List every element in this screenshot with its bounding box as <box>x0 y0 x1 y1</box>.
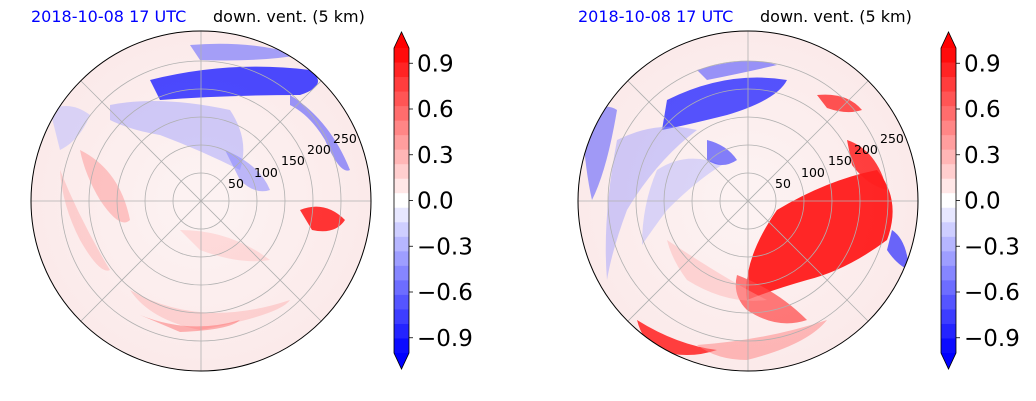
colorbar-tick-label: −0.9 <box>417 326 473 352</box>
colorbar-level <box>394 92 409 107</box>
colorbar-level <box>394 164 409 179</box>
colorbar-extend-min <box>941 353 956 369</box>
colorbar-tick-label: 0.9 <box>417 51 454 77</box>
colorbar-tick-label: −0.6 <box>964 280 1020 306</box>
colorbar-extend-max <box>394 32 409 48</box>
colorbar-level <box>394 77 409 92</box>
colorbar-level <box>941 324 956 339</box>
colorbar-level <box>941 77 956 92</box>
colorbar-level <box>941 338 956 353</box>
colorbar-level <box>941 251 956 266</box>
colorbar-level <box>941 179 956 194</box>
colorbar-tick-label: −0.3 <box>964 234 1020 260</box>
colorbar-level <box>941 266 956 281</box>
colorbar-level <box>394 222 409 237</box>
polar-plot-right: 50 100 150 200 250 0.9 0.6 0.3 0.0 −0.3 −0.6 −… <box>547 0 1036 401</box>
colorbar-level <box>941 164 956 179</box>
colorbar-tick-label: 0.0 <box>964 189 1001 215</box>
ring-label-250: 250 <box>333 131 357 146</box>
colorbar-level <box>394 280 409 295</box>
colorbar-tick-label: −0.9 <box>964 326 1020 352</box>
colorbar-level <box>941 222 956 237</box>
colorbar-level <box>394 266 409 281</box>
colorbar-right: 0.9 0.6 0.3 0.0 −0.3 −0.6 −0.9 <box>941 32 1020 369</box>
colorbar-level <box>941 208 956 223</box>
ring-label-200: 200 <box>307 142 331 157</box>
polar-plot-left: 50 100 150 200 250 0.9 0.6 0.3 0.0 −0.3 −0.6 −… <box>0 0 518 401</box>
ring-label-250: 250 <box>880 131 904 146</box>
ring-label-100: 100 <box>254 165 278 180</box>
colorbar-level <box>941 237 956 252</box>
colorbar-left: 0.9 0.6 0.3 0.0 −0.3 −0.6 −0.9 <box>394 32 473 369</box>
ring-label-150: 150 <box>281 153 305 168</box>
colorbar-level <box>394 63 409 78</box>
colorbar-level <box>941 280 956 295</box>
colorbar-level <box>941 193 956 208</box>
colorbar-tick-label: −0.6 <box>417 280 473 306</box>
colorbar-level <box>394 121 409 136</box>
polar-grid <box>31 31 371 371</box>
colorbar-level <box>941 106 956 121</box>
colorbar-level <box>941 48 956 63</box>
colorbar-level <box>394 237 409 252</box>
colorbar-level <box>394 251 409 266</box>
polar-grid <box>578 31 918 371</box>
ring-label-50: 50 <box>775 176 791 191</box>
colorbar-tick-label: 0.3 <box>964 143 1001 169</box>
colorbar-level <box>394 309 409 324</box>
colorbar-level <box>394 135 409 150</box>
colorbar-level <box>941 295 956 310</box>
colorbar-tick-label: 0.3 <box>417 143 454 169</box>
colorbar-tick-label: −0.3 <box>417 234 473 260</box>
colorbar-tick-label: 0.9 <box>964 51 1001 77</box>
colorbar-level <box>941 63 956 78</box>
ring-label-150: 150 <box>828 153 852 168</box>
chart-panel-right: 2018-10-08 17 UTC down. vent. (5 km) <box>547 0 1036 401</box>
ring-label-50: 50 <box>228 176 244 191</box>
colorbar-level <box>941 309 956 324</box>
colorbar-level <box>394 338 409 353</box>
colorbar-level <box>394 208 409 223</box>
colorbar-level <box>941 135 956 150</box>
colorbar-extend-min <box>394 353 409 369</box>
colorbar-tick-label: 0.6 <box>964 97 1001 123</box>
colorbar-level <box>394 295 409 310</box>
ring-label-200: 200 <box>854 142 878 157</box>
colorbar-level <box>941 150 956 165</box>
ring-label-100: 100 <box>801 165 825 180</box>
colorbar-level <box>941 121 956 136</box>
colorbar-tick-label: 0.0 <box>417 189 454 215</box>
colorbar-level <box>394 48 409 63</box>
colorbar-extend-max <box>941 32 956 48</box>
colorbar-level <box>394 193 409 208</box>
colorbar-tick-label: 0.6 <box>417 97 454 123</box>
colorbar-level <box>394 150 409 165</box>
colorbar-level <box>941 92 956 107</box>
chart-panel-left: 2018-10-08 17 UTC down. vent. (5 km) <box>0 0 518 401</box>
colorbar-level <box>394 179 409 194</box>
colorbar-level <box>394 324 409 339</box>
colorbar-level <box>394 106 409 121</box>
